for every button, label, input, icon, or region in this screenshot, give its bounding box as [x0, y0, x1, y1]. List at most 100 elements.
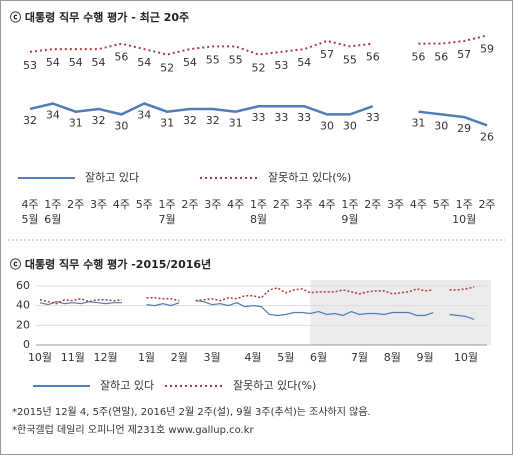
y-tick-label: 60	[16, 279, 30, 292]
series-line	[195, 300, 434, 317]
x-tick-label: 2월	[171, 351, 188, 364]
series-line	[146, 302, 180, 307]
data-label: 52	[160, 62, 174, 75]
data-label: 34	[137, 109, 151, 122]
data-label: 54	[183, 56, 197, 69]
data-label: 30	[114, 119, 128, 132]
x-tick-label: 3주	[387, 198, 404, 211]
x-month-label: 6월	[44, 213, 61, 226]
x-tick-label: 10월	[454, 351, 478, 364]
x-tick-label: 4주	[318, 198, 335, 211]
data-label: 31	[411, 117, 425, 130]
data-label: 53	[23, 59, 37, 72]
series-line	[449, 286, 475, 291]
data-label: 34	[46, 109, 60, 122]
y-tick-label: 0	[23, 338, 30, 351]
x-tick-label: 2주	[67, 198, 84, 211]
data-label: 30	[320, 119, 334, 132]
data-label: 57	[320, 48, 334, 61]
x-tick-label: 2주	[478, 198, 495, 211]
x-month-label: 10월	[452, 213, 476, 226]
data-label: 56	[411, 51, 425, 64]
series-line	[29, 39, 373, 56]
data-label: 31	[160, 117, 174, 130]
series-line	[449, 313, 475, 320]
x-tick-label: 8월	[384, 351, 401, 364]
x-tick-label: 4주	[113, 198, 130, 211]
legend-label: 잘하고 있다	[85, 170, 139, 184]
x-tick-label: 3주	[90, 198, 107, 211]
data-label: 54	[46, 56, 60, 69]
x-tick-label: 1주	[341, 198, 358, 211]
data-label: 55	[343, 53, 357, 66]
series-line	[195, 287, 434, 302]
data-label: 30	[343, 119, 357, 132]
data-label: 54	[69, 56, 83, 69]
data-label: 33	[274, 111, 288, 124]
x-tick-label: 1주	[44, 198, 61, 211]
y-tick-label: 20	[16, 318, 30, 331]
data-label: 56	[366, 51, 380, 64]
x-tick-label: 9월	[416, 351, 433, 364]
x-tick-label: 1주	[250, 198, 267, 211]
data-label: 31	[69, 117, 83, 130]
data-label: 32	[183, 114, 197, 127]
x-tick-label: 4주	[410, 198, 427, 211]
x-tick-label: 1주	[159, 198, 176, 211]
data-label: 32	[23, 114, 37, 127]
series-line	[29, 102, 374, 116]
x-tick-label: 10월	[28, 351, 52, 364]
data-label: 55	[229, 53, 243, 66]
chart-title: ⓒ 대통령 직무 수행 평가 -2015/2016년	[10, 257, 211, 271]
x-tick-label: 1주	[456, 198, 473, 211]
legend-label: 잘못하고 있다(%)	[233, 378, 316, 392]
x-tick-label: 11월	[61, 351, 85, 364]
x-tick-label: 7월	[351, 351, 368, 364]
data-label: 31	[229, 117, 243, 130]
data-label: 52	[252, 62, 266, 75]
legend-label: 잘하고 있다	[100, 378, 154, 392]
x-tick-label: 5주	[136, 198, 153, 211]
series-line	[418, 34, 488, 45]
data-label: 32	[92, 114, 106, 127]
legend-label: 잘못하고 있다(%)	[268, 170, 351, 184]
footnote: *2015년 12월 4, 5주(연말), 2016년 2월 2주(설), 9월…	[12, 405, 371, 418]
x-tick-label: 5주	[433, 198, 450, 211]
data-label: 56	[434, 51, 448, 64]
x-tick-label: 1월	[138, 351, 155, 364]
x-month-label: 8월	[250, 213, 267, 226]
series-line	[146, 297, 180, 302]
data-label: 54	[92, 56, 106, 69]
x-tick-label: 5월	[277, 351, 294, 364]
data-label: 55	[206, 53, 220, 66]
data-label: 53	[274, 59, 288, 72]
data-label: 26	[480, 130, 494, 143]
data-label: 54	[297, 56, 311, 69]
data-label: 32	[206, 114, 220, 127]
data-label: 29	[457, 122, 471, 135]
data-label: 33	[297, 111, 311, 124]
x-tick-label: 2주	[273, 198, 290, 211]
x-tick-label: 3주	[204, 198, 221, 211]
data-label: 56	[114, 51, 128, 64]
x-tick-label: 3주	[296, 198, 313, 211]
y-tick-label: 40	[16, 299, 30, 312]
data-label: 33	[366, 111, 380, 124]
x-tick-label: 4주	[21, 198, 38, 211]
data-label: 54	[137, 56, 151, 69]
data-label: 57	[457, 48, 471, 61]
x-tick-label: 6월	[310, 351, 327, 364]
x-month-label: 7월	[159, 213, 176, 226]
series-line	[418, 110, 488, 127]
x-tick-label: 4주	[227, 198, 244, 211]
x-tick-label: 3월	[203, 351, 220, 364]
x-tick-label: 2주	[181, 198, 198, 211]
x-tick-label: 2주	[364, 198, 381, 211]
x-tick-label: 4월	[244, 351, 261, 364]
x-tick-label: 12월	[93, 351, 117, 364]
data-label: 30	[434, 119, 448, 132]
x-month-label: 5월	[21, 213, 38, 226]
data-label: 59	[480, 43, 494, 56]
